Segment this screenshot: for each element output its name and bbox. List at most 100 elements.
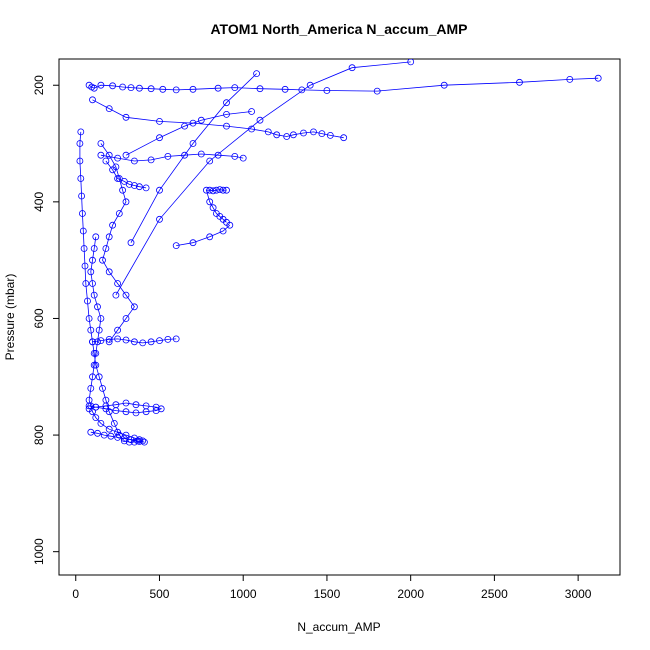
data-point <box>90 361 98 369</box>
series-12 <box>122 108 256 159</box>
data-point <box>231 84 239 91</box>
data-point <box>281 85 289 93</box>
series-10 <box>127 70 261 247</box>
data-point <box>114 154 121 162</box>
data-point <box>114 175 121 182</box>
chart-title: ATOM1 North_America N_accum_AMP <box>210 21 467 37</box>
data-point <box>105 233 113 241</box>
series-3 <box>202 186 230 226</box>
data-point <box>197 150 205 158</box>
series-line <box>115 61 411 296</box>
data-point <box>214 151 222 159</box>
y-tick-label: 400 <box>32 192 46 212</box>
data-point <box>79 210 86 217</box>
data-point <box>85 405 93 413</box>
data-point <box>95 326 103 334</box>
y-axis-label: Pressure (mbar) <box>3 274 17 361</box>
data-point <box>181 122 189 130</box>
data-point <box>77 128 85 136</box>
data-point <box>152 403 160 411</box>
data-point <box>82 280 90 287</box>
x-axis: 0 500 1000 1500 2000 2500 3000 <box>72 574 592 601</box>
data-point <box>516 78 523 86</box>
data-point <box>87 428 95 436</box>
y-tick-label: 800 <box>32 425 46 445</box>
data-point <box>120 177 128 185</box>
data-point <box>114 433 121 441</box>
data-point <box>119 186 126 194</box>
y-tick-label: 200 <box>32 75 46 95</box>
data-point <box>102 402 110 410</box>
data-point <box>102 157 110 165</box>
data-point <box>323 87 331 94</box>
data-point <box>219 227 227 235</box>
data-point <box>206 198 214 206</box>
data-point <box>132 401 140 409</box>
data-point <box>130 157 138 165</box>
series-7 <box>85 399 165 417</box>
data-point <box>212 186 220 194</box>
y-axis: 200 400 600 800 1000 <box>32 75 60 565</box>
data-point <box>114 335 121 343</box>
data-point <box>181 151 189 159</box>
series-1 <box>89 96 348 142</box>
data-point <box>300 129 307 137</box>
data-point <box>79 227 87 235</box>
data-point <box>306 81 314 89</box>
series-9 <box>97 140 138 346</box>
data-point <box>140 438 148 446</box>
data-point <box>189 239 197 247</box>
data-point <box>76 157 84 165</box>
data-point <box>135 183 143 191</box>
data-point <box>566 76 574 83</box>
data-point <box>89 280 96 287</box>
data-point <box>109 166 116 174</box>
data-point <box>114 326 121 334</box>
data-point <box>94 303 101 311</box>
series-line <box>100 153 244 162</box>
data-point <box>147 156 155 164</box>
data-point <box>172 86 180 94</box>
data-point <box>594 74 602 82</box>
data-point <box>114 280 121 287</box>
data-point <box>112 401 120 409</box>
data-point <box>78 192 85 200</box>
data-point <box>189 119 197 127</box>
series-0 <box>85 74 602 95</box>
data-point <box>89 256 96 264</box>
series-8 <box>87 428 148 446</box>
data-point <box>318 130 326 138</box>
data-point <box>248 108 256 115</box>
data-point <box>283 133 291 140</box>
data-point <box>231 152 239 160</box>
y-tick-label: 1000 <box>32 538 46 565</box>
data-point <box>156 186 163 194</box>
data-point <box>97 151 105 159</box>
data-point <box>156 118 163 125</box>
x-tick-label: 500 <box>149 587 169 601</box>
data-point <box>147 85 155 93</box>
data-point <box>253 70 261 77</box>
data-point <box>87 384 95 392</box>
data-point <box>122 399 130 407</box>
data-point <box>209 187 217 195</box>
data-point <box>130 338 138 346</box>
data-point <box>197 116 205 124</box>
data-point <box>97 419 105 427</box>
data-point <box>147 338 155 346</box>
data-point <box>97 337 105 345</box>
data-point <box>100 431 108 439</box>
data-point <box>223 111 230 118</box>
data-point <box>340 134 348 142</box>
data-point <box>223 99 230 107</box>
series-line <box>130 73 257 243</box>
x-tick-label: 2500 <box>481 587 508 601</box>
data-point <box>289 131 297 139</box>
series-line <box>100 143 135 343</box>
data-point <box>407 59 415 66</box>
series-13 <box>102 157 150 192</box>
x-tick-label: 1000 <box>230 587 257 601</box>
data-point <box>256 116 264 124</box>
